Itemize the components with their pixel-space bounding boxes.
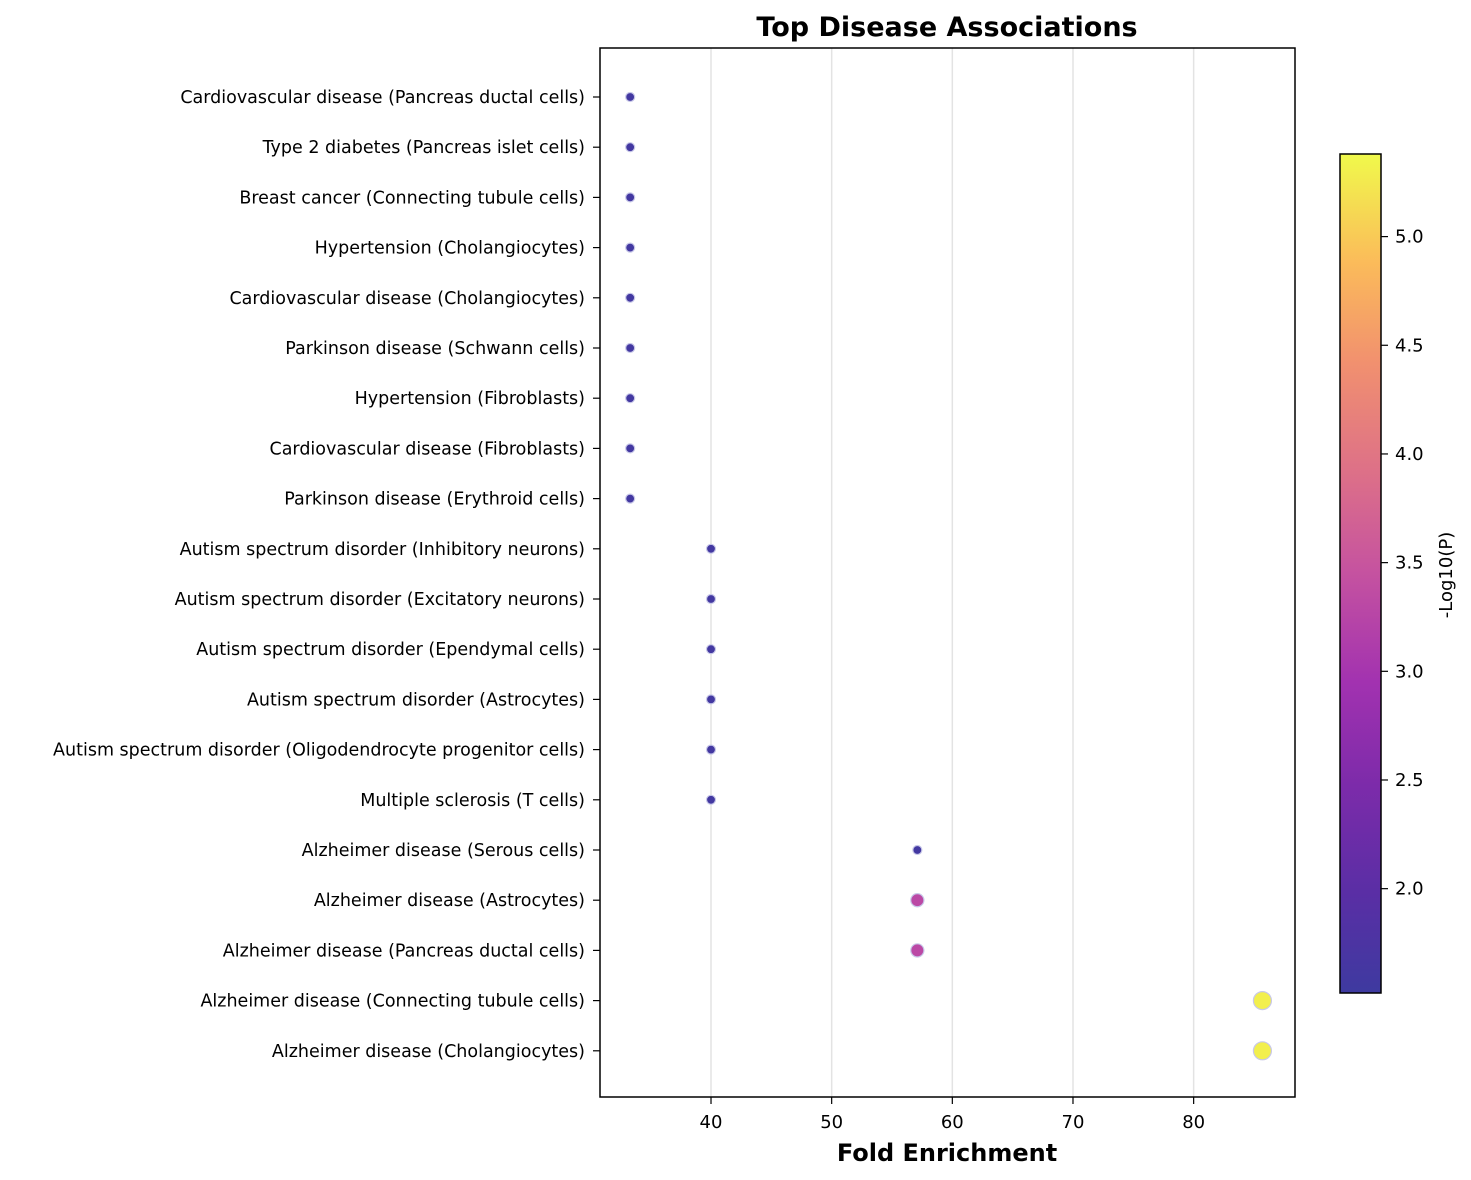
x-axis-label: Fold Enrichment	[837, 1139, 1057, 1167]
data-point	[910, 893, 925, 908]
data-point	[625, 242, 636, 253]
y-category-label: Alzheimer disease (Connecting tubule cel…	[200, 992, 585, 1012]
y-category-label: Parkinson disease (Erythroid cells)	[284, 490, 585, 510]
data-point	[910, 943, 925, 958]
colorbar-tick-label: 3.0	[1395, 661, 1424, 682]
data-point	[625, 91, 636, 103]
x-tick-label: 40	[700, 1112, 723, 1133]
plot-area-frame	[599, 47, 1296, 1098]
x-tick-label: 60	[941, 1112, 964, 1133]
data-point	[625, 292, 636, 303]
data-point	[705, 593, 717, 605]
y-category-label: Cardiovascular disease (Pancreas ductal …	[180, 88, 585, 108]
y-category-label: Alzheimer disease (Serous cells)	[302, 841, 585, 861]
data-point	[625, 342, 636, 354]
data-point	[1252, 1041, 1273, 1061]
data-point	[625, 443, 636, 454]
y-category-label: Autism spectrum disorder (Ependymal cell…	[196, 640, 585, 660]
data-point	[625, 142, 636, 153]
data-point	[705, 644, 717, 655]
colorbar	[1339, 153, 1382, 994]
y-category-label: Alzheimer disease (Pancreas ductal cells…	[223, 941, 585, 961]
x-axis-ticks: 40 50 60 70 80	[700, 1097, 1205, 1133]
data-point	[625, 393, 636, 404]
data-point	[705, 794, 717, 805]
colorbar-ticks: 2.0 2.5 3.0 3.5 4.0 4.5 5.0	[1381, 227, 1424, 900]
data-point	[705, 694, 717, 705]
y-category-label: Alzheimer disease (Astrocytes)	[314, 891, 585, 911]
x-tick-label: 50	[820, 1112, 843, 1133]
y-category-label: Multiple sclerosis (T cells)	[360, 791, 585, 811]
colorbar-label: -Log10(P)	[1436, 532, 1457, 618]
y-category-label: Autism spectrum disorder (Inhibitory neu…	[180, 540, 585, 560]
y-category-label: Hypertension (Cholangiocytes)	[315, 239, 585, 259]
chart-title: Top Disease Associations	[756, 12, 1137, 43]
colorbar-tick-label: 2.5	[1395, 770, 1424, 791]
data-point	[625, 493, 636, 504]
data-point	[705, 543, 717, 554]
colorbar-tick-label: 4.0	[1395, 444, 1424, 465]
data-point	[625, 192, 636, 203]
y-category-label: Type 2 diabetes (Pancreas islet cells)	[262, 138, 585, 158]
data-point	[705, 744, 717, 755]
y-category-labels: Cardiovascular disease (Pancreas ductal …	[53, 88, 600, 1062]
x-tick-label: 80	[1182, 1112, 1205, 1133]
data-point	[912, 844, 923, 856]
y-category-label: Cardiovascular disease (Fibroblasts)	[269, 439, 585, 459]
y-category-label: Autism spectrum disorder (Astrocytes)	[247, 690, 585, 710]
colorbar-tick-label: 3.5	[1395, 553, 1424, 574]
y-category-label: Autism spectrum disorder (Oligodendrocyt…	[53, 741, 585, 761]
colorbar-tick-label: 4.5	[1395, 335, 1424, 356]
y-category-label: Autism spectrum disorder (Excitatory neu…	[175, 590, 585, 610]
colorbar-tick-label: 5.0	[1395, 227, 1424, 248]
data-point	[1252, 990, 1273, 1011]
colorbar-tick-label: 2.0	[1395, 879, 1424, 900]
x-tick-label: 70	[1062, 1112, 1085, 1133]
y-category-label: Hypertension (Fibroblasts)	[355, 389, 585, 409]
y-category-label: Breast cancer (Connecting tubule cells)	[239, 188, 585, 208]
grid-lines	[710, 48, 1195, 1097]
y-category-label: Cardiovascular disease (Cholangiocytes)	[229, 289, 585, 309]
y-category-label: Alzheimer disease (Cholangiocytes)	[272, 1042, 585, 1062]
y-category-label: Parkinson disease (Schwann cells)	[285, 339, 585, 359]
data-points	[625, 91, 1273, 1061]
